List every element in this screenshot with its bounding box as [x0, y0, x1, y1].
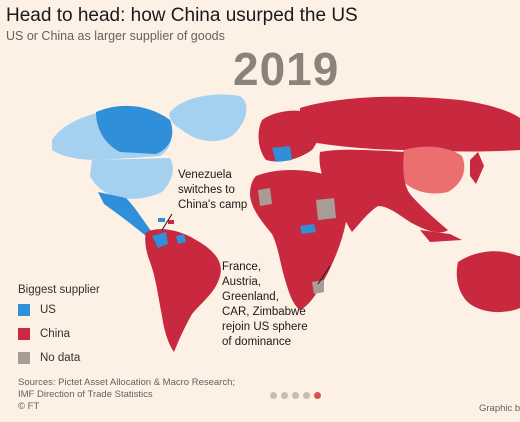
annotation-line: rejoin US sphere [222, 321, 308, 333]
annotation-line: of dominance [222, 336, 292, 348]
pagination-dot[interactable] [303, 392, 310, 399]
legend: Biggest supplier US China No data [18, 284, 100, 376]
chart-subtitle: US or China as larger supplier of goods [6, 29, 225, 43]
car [300, 224, 316, 234]
china [399, 146, 465, 194]
pagination-dot[interactable] [281, 392, 288, 399]
indonesia [420, 230, 462, 242]
legend-swatch-no-data [18, 352, 30, 364]
chart-title: Head to head: how China usurped the US [6, 5, 358, 26]
venezuela-annotation: Venezuela switches to China's camp [178, 168, 247, 213]
usa [90, 158, 173, 199]
libya-no-data [258, 188, 272, 206]
legend-label: US [40, 304, 56, 316]
sudan-no-data [316, 198, 336, 220]
sources-line: Sources: Pictet Asset Allocation & Macro… [18, 377, 236, 388]
annotation-line: switches to [178, 184, 235, 196]
legend-item-china: China [18, 328, 100, 340]
legend-title: Biggest supplier [18, 284, 100, 296]
legend-item-us: US [18, 304, 100, 316]
france [272, 146, 292, 162]
japan [470, 152, 484, 184]
annotation-line: Austria, [222, 276, 261, 288]
graphic-credit: Graphic b [479, 403, 520, 414]
guyana [176, 234, 186, 244]
pagination-dots [270, 392, 321, 399]
legend-item-no-data: No data [18, 352, 100, 364]
annotation-line: China's camp [178, 199, 248, 211]
colombia [152, 232, 168, 248]
annotation-line: CAR, Zimbabwe [222, 306, 306, 318]
greenland [169, 94, 247, 142]
annotation-line: Venezuela [178, 169, 232, 181]
france-group-annotation: France, Austria, Greenland, CAR, Zimbabw… [222, 260, 308, 350]
legend-label: No data [40, 352, 81, 364]
legend-swatch-us [18, 304, 30, 316]
pagination-dot[interactable] [270, 392, 277, 399]
pagination-dot[interactable] [292, 392, 299, 399]
pagination-dot-active[interactable] [314, 392, 321, 399]
copyright: © FT [18, 401, 40, 412]
zimbabwe [312, 280, 324, 294]
legend-swatch-china [18, 328, 30, 340]
zimbabwe-pointer [317, 265, 331, 285]
asia-south [319, 149, 448, 233]
annotation-line: Greenland, [222, 291, 279, 303]
mexico [98, 192, 152, 236]
sources-line: IMF Direction of Trade Statistics [18, 389, 153, 400]
australia [456, 251, 520, 313]
venezuela-pointer [161, 213, 173, 231]
annotation-line: France, [222, 261, 261, 273]
legend-label: China [40, 328, 71, 340]
year-label: 2019 [233, 43, 340, 95]
russia [300, 96, 520, 152]
sources: Sources: Pictet Asset Allocation & Macro… [18, 377, 235, 413]
canada-east [96, 105, 173, 154]
south-america [145, 229, 221, 352]
